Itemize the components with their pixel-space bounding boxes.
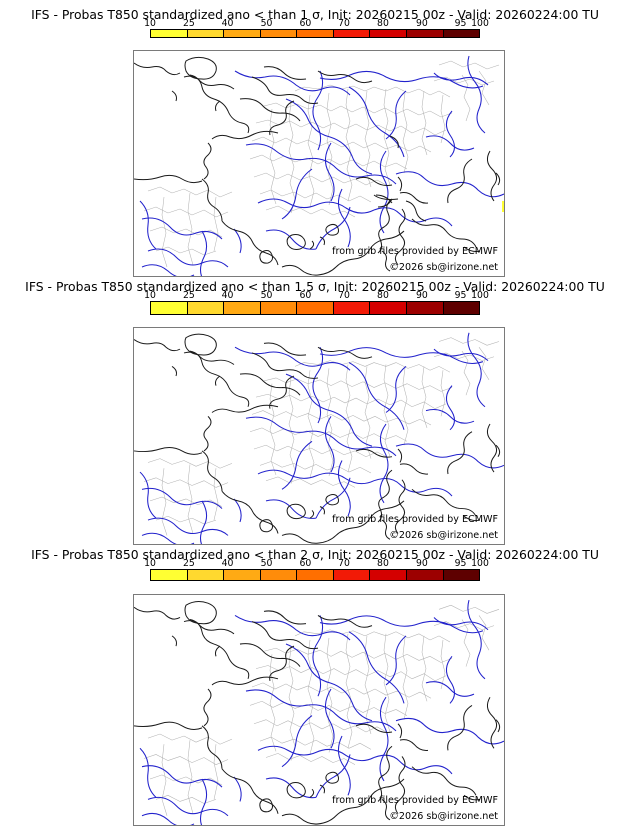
colorbar-band-4: [259, 570, 297, 580]
colorbar-band-1: [151, 570, 187, 580]
colorbar-3: 10 25 40 50 60 70 80 90 95 100: [0, 558, 630, 581]
colorbar-band-6: [332, 302, 370, 314]
colorbar-tick-70: 70: [338, 18, 350, 29]
panel-title: IFS - Probas T850 standardized ano < tha…: [31, 7, 599, 22]
colorbar-gradient: [150, 569, 480, 581]
colorbar-band-6: [332, 570, 370, 580]
colorbar-tick-50: 50: [260, 558, 273, 569]
colorbar-band-5: [296, 570, 333, 580]
colorbar-band-7: [369, 302, 406, 314]
colorbar-tick-40: 40: [221, 18, 234, 29]
forecast-panel-1: IFS - Probas T850 standardized ano < tha…: [0, 0, 630, 277]
colorbar-tick-90: 90: [415, 558, 428, 569]
colorbar-tick-50: 50: [260, 18, 273, 29]
colorbar-tick-25: 25: [183, 290, 195, 301]
colorbar-tick-80: 80: [377, 290, 389, 301]
colorbar-tick-100: 100: [471, 290, 489, 301]
colorbar-tick-95: 95: [454, 290, 467, 301]
panel-title: IFS - Probas T850 standardized ano < tha…: [31, 547, 599, 562]
map-canvas-3[interactable]: from grib files provided by ECMWF ©2026 …: [133, 594, 505, 826]
colorbar-tick-70: 70: [338, 558, 350, 569]
colorbar-2: 10 25 40 50 60 70 80 90 95 100: [0, 290, 630, 315]
colorbar-tick-90: 90: [415, 290, 428, 301]
colorbar-tick-80: 80: [377, 18, 389, 29]
forecast-panel-3: IFS - Probas T850 standardized ano < tha…: [0, 545, 630, 828]
colorbar-band-1: [151, 30, 187, 37]
attribution-copyright: ©2026 sb@irizone.net: [389, 262, 498, 273]
colorbar-band-4: [259, 302, 297, 314]
colorbar-tick-100: 100: [471, 18, 489, 29]
colorbar-tick-10: 10: [144, 290, 156, 301]
colorbar-gradient: [150, 301, 480, 315]
colorbar-tick-60: 60: [299, 290, 312, 301]
forecast-panel-2: IFS - Probas T850 standardized ano < tha…: [0, 277, 630, 545]
colorbar-band-2: [186, 570, 224, 580]
colorbar-tick-70: 70: [338, 290, 350, 301]
attribution-ecmwf: from grib files provided by ECMWF: [332, 514, 498, 525]
colorbar-band-2: [186, 302, 224, 314]
colorbar-tick-100: 100: [471, 558, 489, 569]
map-canvas-1[interactable]: from grib files provided by ECMWF ©2026 …: [133, 50, 505, 277]
colorbar-band-8: [405, 302, 443, 314]
colorbar-tick-labels: 10 25 40 50 60 70 80 90 95 100: [144, 558, 489, 569]
map-geometry: [134, 51, 504, 276]
colorbar-band-7: [369, 570, 406, 580]
colorbar-band-9: [442, 30, 480, 37]
colorbar-tick-50: 50: [260, 290, 273, 301]
colorbar-tick-25: 25: [183, 558, 195, 569]
colorbar-band-7: [369, 30, 406, 37]
colorbar-band-9: [442, 302, 480, 314]
attribution-copyright: ©2026 sb@irizone.net: [389, 530, 498, 541]
colorbar-band-6: [332, 30, 370, 37]
colorbar-1: 10 25 40 50 60 70 80 90 95 100: [0, 18, 630, 38]
colorbar-band-4: [259, 30, 297, 37]
colorbar-band-9: [442, 570, 480, 580]
colorbar-tick-95: 95: [454, 558, 467, 569]
colorbar-tick-90: 90: [415, 18, 428, 29]
colorbar-gradient: [150, 29, 480, 38]
colorbar-tick-10: 10: [144, 18, 156, 29]
colorbar-tick-60: 60: [299, 558, 312, 569]
attribution-copyright: ©2026 sb@irizone.net: [389, 811, 498, 822]
colorbar-tick-95: 95: [454, 18, 467, 29]
colorbar-tick-60: 60: [299, 18, 312, 29]
map-geometry: [134, 328, 504, 544]
colorbar-band-3: [223, 302, 260, 314]
colorbar-band-2: [186, 30, 224, 37]
colorbar-band-3: [223, 30, 260, 37]
colorbar-band-3: [223, 570, 260, 580]
colorbar-band-5: [296, 30, 333, 37]
colorbar-tick-25: 25: [183, 18, 195, 29]
colorbar-tick-labels: 10 25 40 50 60 70 80 90 95 100: [144, 290, 489, 301]
colorbar-tick-10: 10: [144, 558, 156, 569]
attribution-ecmwf: from grib files provided by ECMWF: [332, 246, 498, 257]
colorbar-band-8: [405, 570, 443, 580]
attribution-ecmwf: from grib files provided by ECMWF: [332, 795, 498, 806]
colorbar-tick-80: 80: [377, 558, 389, 569]
colorbar-band-8: [405, 30, 443, 37]
panel-title: IFS - Probas T850 standardized ano < tha…: [25, 279, 605, 294]
colorbar-tick-40: 40: [221, 290, 234, 301]
colorbar-tick-labels: 10 25 40 50 60 70 80 90 95 100: [144, 18, 489, 29]
colorbar-tick-40: 40: [221, 558, 234, 569]
map-geometry: [134, 595, 504, 825]
map-canvas-2[interactable]: from grib files provided by ECMWF ©2026 …: [133, 327, 505, 545]
colorbar-band-5: [296, 302, 333, 314]
colorbar-band-1: [151, 302, 187, 314]
